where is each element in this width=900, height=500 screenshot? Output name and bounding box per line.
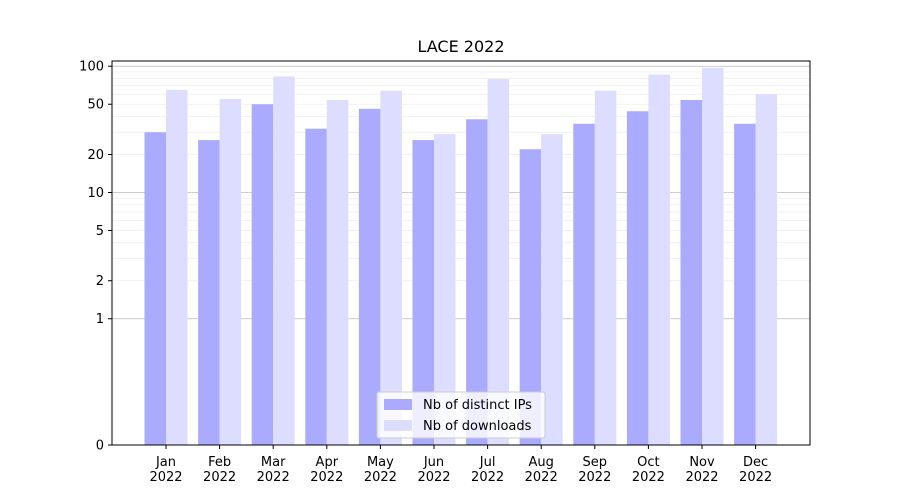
bar-downloads bbox=[541, 134, 563, 446]
bar-distinct-ips bbox=[305, 128, 327, 446]
y-tick-label: 5 bbox=[96, 224, 104, 239]
y-tick-label: 10 bbox=[87, 186, 104, 201]
bar-downloads bbox=[219, 99, 242, 445]
plot-frame bbox=[111, 60, 811, 446]
legend-swatch-downloads bbox=[384, 420, 412, 431]
bar-downloads bbox=[648, 74, 670, 445]
x-tick-label: Oct 2022 bbox=[632, 455, 665, 485]
bar-downloads bbox=[755, 94, 778, 445]
bar-downloads bbox=[380, 90, 402, 445]
bar-downloads bbox=[702, 67, 724, 445]
y-tick-label: 2 bbox=[96, 274, 104, 289]
x-tick-label: Dec 2022 bbox=[739, 455, 772, 485]
x-tick-label: Jan 2022 bbox=[149, 455, 182, 485]
legend-label-distinct-ips: Nb of distinct IPs bbox=[423, 398, 532, 413]
x-tick-label: Jul 2022 bbox=[471, 455, 504, 485]
bar-downloads bbox=[166, 89, 188, 446]
x-tick-label: Aug 2022 bbox=[525, 455, 558, 485]
axes-layer: 0 1 2 5 10 20 50 100 Jan 2022 Feb 2022 Mar 2022 Apr 202… bbox=[79, 60, 772, 485]
bar-distinct-ips bbox=[144, 132, 166, 445]
x-tick-label: Apr 2022 bbox=[310, 455, 343, 485]
bar-downloads bbox=[434, 134, 456, 446]
bar-distinct-ips bbox=[198, 140, 220, 445]
bar-distinct-ips bbox=[358, 108, 381, 445]
x-tick-label: Mar 2022 bbox=[257, 455, 290, 485]
bar-distinct-ips bbox=[466, 119, 488, 446]
bar-distinct-ips bbox=[573, 123, 595, 445]
bar-distinct-ips bbox=[519, 149, 542, 445]
bar-downloads bbox=[326, 100, 349, 445]
bar-downloads bbox=[594, 90, 617, 445]
legend-swatch-distinct-ips bbox=[384, 399, 412, 410]
bar-distinct-ips bbox=[734, 123, 756, 445]
legend: Nb of distinct IPs Nb of downloads bbox=[376, 391, 546, 439]
bars-layer bbox=[144, 67, 778, 446]
y-tick-label: 1 bbox=[96, 312, 104, 327]
legend-label-downloads: Nb of downloads bbox=[423, 419, 532, 434]
y-tick-label: 0 bbox=[96, 439, 104, 454]
y-tick-label: 100 bbox=[79, 60, 104, 75]
x-tick-label: Sep 2022 bbox=[578, 455, 611, 485]
chart-title: LACE 2022 bbox=[417, 37, 504, 56]
bar-downloads bbox=[273, 76, 295, 446]
x-tick-label: Jun 2022 bbox=[417, 455, 450, 485]
bar-distinct-ips bbox=[626, 111, 649, 445]
bar-distinct-ips bbox=[412, 140, 434, 445]
y-tick-label: 20 bbox=[87, 148, 104, 163]
bar-distinct-ips bbox=[251, 104, 274, 445]
x-tick-label: Nov 2022 bbox=[685, 455, 718, 485]
x-tick-label: May 2022 bbox=[364, 455, 397, 485]
y-tick-label: 50 bbox=[87, 98, 104, 113]
bar-downloads bbox=[487, 79, 510, 445]
legend-box bbox=[376, 391, 546, 439]
bar-distinct-ips bbox=[680, 100, 702, 445]
x-tick-label: Feb 2022 bbox=[203, 455, 236, 485]
